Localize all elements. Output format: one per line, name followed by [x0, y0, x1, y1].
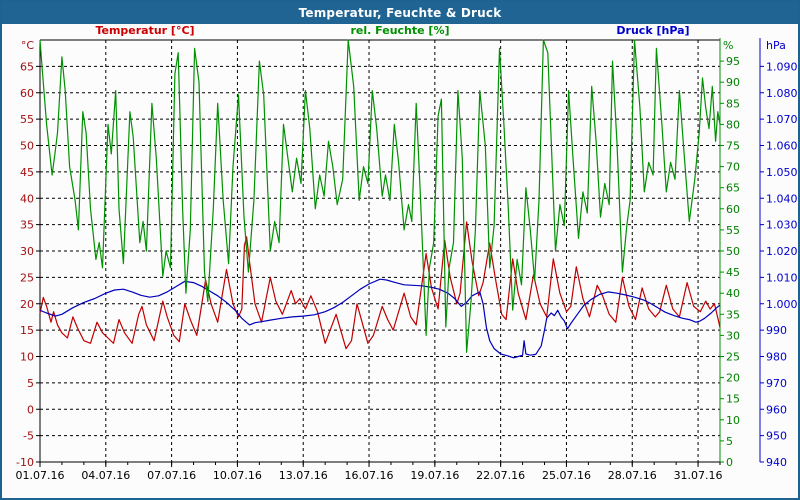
- temperature-tick-label: 35: [20, 219, 34, 232]
- x-axis-date-label: 13.07.16: [279, 469, 328, 482]
- x-axis-date-label: 10.07.16: [213, 469, 262, 482]
- x-axis-date-label: 25.07.16: [542, 469, 591, 482]
- temperature-tick-label: 30: [20, 245, 34, 258]
- temperature-tick-label: 60: [20, 87, 34, 100]
- temperature-tick-label: 0: [27, 403, 34, 416]
- temperature-tick-label: 55: [20, 113, 34, 126]
- humidity-tick-label: 15: [726, 393, 740, 406]
- x-axis-date-label: 28.07.16: [608, 469, 657, 482]
- temperature-tick-label: 20: [20, 298, 34, 311]
- x-axis-date-label: 16.07.16: [345, 469, 394, 482]
- humidity-tick-label: 35: [726, 308, 740, 321]
- pressure-tick-label: 1.080: [766, 87, 798, 100]
- x-axis-date-label: 01.07.16: [16, 469, 65, 482]
- humidity-tick-label: 30: [726, 329, 740, 342]
- pressure-tick-label: 1.010: [766, 271, 798, 284]
- humidity-tick-label: 95: [726, 55, 740, 68]
- pressure-tick-label: 980: [766, 351, 787, 364]
- temperature-unit-label: °C: [21, 39, 35, 52]
- pressure-tick-label: 1.030: [766, 219, 798, 232]
- humidity-tick-label: 55: [726, 224, 740, 237]
- pressure-tick-label: 960: [766, 403, 787, 416]
- humidity-tick-label: 25: [726, 351, 740, 364]
- x-axis-date-label: 04.07.16: [81, 469, 130, 482]
- temperature-series-line: [39, 221, 721, 350]
- humidity-tick-label: 65: [726, 182, 740, 195]
- humidity-tick-label: 20: [726, 372, 740, 385]
- chart-svg: Temperatur [°C] rel. Feuchte [%] Druck […: [16, 24, 798, 482]
- humidity-tick-label: 40: [726, 287, 740, 300]
- chart-generated-content: 65605550454035302520151050-5-10959085807…: [16, 38, 798, 482]
- humidity-unit-label: %: [723, 39, 733, 52]
- humidity-tick-label: 80: [726, 118, 740, 131]
- humidity-tick-label: 70: [726, 161, 740, 174]
- temperature-tick-label: 50: [20, 140, 34, 153]
- pressure-tick-label: 1.090: [766, 60, 798, 73]
- pressure-axis-title: Druck [hPa]: [616, 24, 689, 37]
- humidity-tick-label: 85: [726, 97, 740, 110]
- x-axis-date-label: 19.07.16: [410, 469, 459, 482]
- humidity-tick-label: 10: [726, 414, 740, 427]
- temperature-tick-label: 10: [20, 351, 34, 364]
- humidity-axis-title: rel. Feuchte [%]: [351, 24, 450, 37]
- humidity-tick-label: 45: [726, 266, 740, 279]
- pressure-unit-label: hPa: [766, 39, 786, 52]
- pressure-tick-label: 940: [766, 456, 787, 469]
- pressure-tick-label: 1.050: [766, 166, 798, 179]
- temperature-tick-label: -5: [23, 430, 34, 443]
- pressure-series-line: [39, 278, 721, 359]
- window-title: Temperatur, Feuchte & Druck: [298, 6, 502, 20]
- temperature-tick-label: 45: [20, 166, 34, 179]
- humidity-tick-label: 75: [726, 140, 740, 153]
- humidity-series-line: [39, 39, 721, 353]
- pressure-tick-label: 950: [766, 430, 787, 443]
- x-axis-date-label: 31.07.16: [674, 469, 723, 482]
- temperature-tick-label: 15: [20, 324, 34, 337]
- humidity-tick-label: 5: [726, 435, 733, 448]
- temperature-tick-label: 5: [27, 377, 34, 390]
- pressure-tick-label: 1.000: [766, 298, 798, 311]
- humidity-tick-label: 0: [726, 456, 733, 469]
- x-axis-date-label: 07.07.16: [147, 469, 196, 482]
- temperature-tick-label: -10: [16, 456, 34, 469]
- pressure-tick-label: 1.020: [766, 245, 798, 258]
- pressure-tick-label: 990: [766, 324, 787, 337]
- pressure-tick-label: 970: [766, 377, 787, 390]
- temperature-axis-title: Temperatur [°C]: [95, 24, 194, 37]
- pressure-tick-label: 1.040: [766, 192, 798, 205]
- x-axis-date-label: 22.07.16: [476, 469, 525, 482]
- pressure-tick-label: 1.060: [766, 140, 798, 153]
- humidity-tick-label: 60: [726, 203, 740, 216]
- humidity-tick-label: 90: [726, 76, 740, 89]
- temperature-tick-label: 25: [20, 271, 34, 284]
- temperature-tick-label: 40: [20, 192, 34, 205]
- temperature-tick-label: 65: [20, 60, 34, 73]
- pressure-tick-label: 1.070: [766, 113, 798, 126]
- humidity-tick-label: 50: [726, 245, 740, 258]
- window-titlebar[interactable]: Temperatur, Feuchte & Druck: [2, 2, 798, 24]
